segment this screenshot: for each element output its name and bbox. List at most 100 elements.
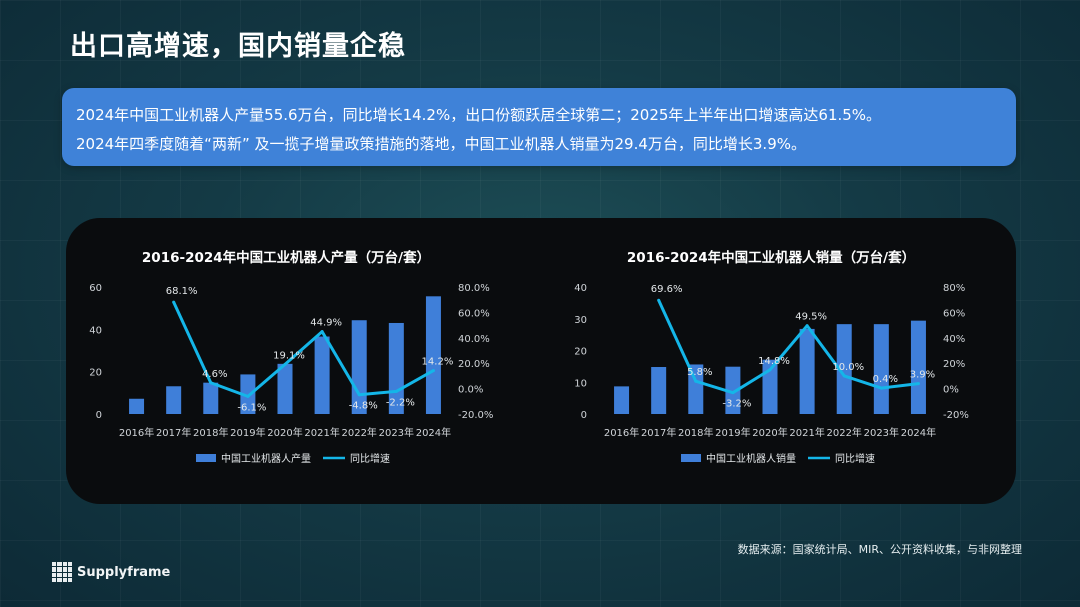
y-tick-label: 0 (581, 410, 587, 421)
line-point (694, 379, 698, 383)
bar (799, 328, 815, 414)
summary-box: 2024年中国工业机器人产量55.6万台，同比增长14.2%，出口份额跃居全球第… (62, 88, 1016, 166)
summary-line-2: 2024年四季度随着“两新” 及一揽子增量政策措施的落地，中国工业机器人销量为2… (76, 135, 806, 153)
x-tick-label: 2018年 (678, 426, 713, 439)
line-point (320, 330, 324, 334)
growth-line (657, 299, 919, 395)
logo-grid-icon (52, 562, 72, 582)
line-point (283, 362, 287, 366)
data-label: 44.9% (310, 318, 342, 329)
legend-bar-swatch (196, 454, 216, 462)
data-label: 4.6% (202, 369, 227, 380)
bar (688, 364, 704, 414)
data-label: 14.8% (758, 356, 790, 367)
y-tick-label: 10 (574, 378, 587, 389)
summary-line-1: 2024年中国工业机器人产量55.6万台，同比增长14.2%，出口份额跃居全球第… (76, 106, 882, 124)
bar (166, 386, 182, 414)
data-label: 68.1% (166, 286, 198, 297)
line-point (657, 298, 661, 302)
legend-line-label: 同比增速 (835, 452, 875, 465)
data-label: 69.6% (651, 284, 683, 295)
bar (836, 324, 852, 414)
y2-tick-label: 60% (943, 308, 965, 319)
x-tick-label: 2023年 (864, 426, 899, 439)
chart-title: 2016-2024年中国工业机器人销量（万台/套） (627, 249, 915, 266)
line-point (431, 369, 435, 373)
line-point (357, 393, 361, 397)
y-tick-label: 30 (574, 315, 587, 326)
logo-text: Supplyframe (77, 564, 171, 580)
x-tick-label: 2019年 (715, 426, 750, 439)
y2-tick-label: 20% (943, 359, 965, 370)
data-label: 3.9% (910, 370, 935, 381)
x-tick-label: 2018年 (193, 426, 228, 439)
bar (314, 336, 330, 414)
data-label: 5.8% (687, 367, 712, 378)
bar (873, 324, 889, 414)
data-label: 0.4% (873, 374, 898, 385)
y2-tick-label: 0.0% (458, 385, 483, 396)
x-tick-label: 2024年 (901, 426, 936, 439)
legend-bar-label: 中国工业机器人产量 (221, 452, 311, 465)
y2-tick-label: 40.0% (458, 334, 490, 345)
y2-tick-label: -20.0% (458, 410, 493, 421)
chart-title: 2016-2024年中国工业机器人产量（万台/套） (142, 249, 430, 266)
line-point (805, 324, 809, 328)
data-label: 19.1% (273, 350, 305, 361)
y-tick-label: 60 (89, 283, 102, 294)
supplyframe-logo: Supplyframe (52, 562, 170, 582)
data-source-note: 数据来源：国家统计局、MIR、公开资料收集，与非网整理 (737, 543, 1022, 556)
line-point (172, 300, 176, 304)
chart-panel (66, 218, 1016, 504)
y-tick-label: 20 (574, 347, 587, 358)
data-label: -4.8% (349, 401, 378, 412)
y-tick-label: 20 (89, 368, 102, 379)
data-label: -6.1% (237, 402, 266, 413)
bar (910, 320, 926, 414)
line-point (209, 381, 213, 385)
bar (240, 374, 256, 414)
y2-tick-label: -20% (943, 410, 969, 421)
x-tick-label: 2020年 (267, 426, 302, 439)
data-label: -3.2% (722, 399, 751, 410)
x-tick-label: 2024年 (416, 426, 451, 439)
y-tick-label: 0 (96, 410, 102, 421)
bar (129, 398, 145, 414)
y-tick-label: 40 (574, 283, 587, 294)
line-point (879, 386, 883, 390)
y2-tick-label: 60.0% (458, 308, 490, 319)
data-label: -2.2% (386, 397, 415, 408)
data-label: 49.5% (795, 312, 827, 323)
line-point (731, 391, 735, 395)
x-tick-label: 2017年 (156, 426, 191, 439)
x-tick-label: 2016年 (604, 426, 639, 439)
line-point (916, 382, 920, 386)
growth-line (172, 301, 435, 398)
y-tick-label: 40 (89, 325, 102, 336)
line-point (768, 368, 772, 372)
page-title: 出口高增速，国内销量企稳 (70, 31, 406, 62)
bar (725, 366, 741, 414)
legend-line-label: 同比增速 (350, 452, 390, 465)
data-label: 14.2% (422, 357, 454, 368)
x-tick-label: 2020年 (752, 426, 787, 439)
y2-tick-label: 40% (943, 334, 965, 345)
x-tick-label: 2022年 (826, 426, 861, 439)
line-point (842, 374, 846, 378)
x-tick-label: 2019年 (230, 426, 265, 439)
bar (425, 296, 441, 414)
y2-tick-label: 80% (943, 283, 965, 294)
data-label: 10.0% (832, 362, 864, 373)
bar (203, 382, 219, 414)
line-point (394, 389, 398, 393)
bar (277, 363, 293, 414)
y2-tick-label: 0% (943, 385, 959, 396)
y2-tick-label: 80.0% (458, 283, 490, 294)
legend-bar-label: 中国工业机器人销量 (706, 452, 796, 465)
bar (651, 367, 667, 414)
y2-tick-label: 20.0% (458, 359, 490, 370)
bar (614, 386, 630, 414)
x-tick-label: 2023年 (379, 426, 414, 439)
x-tick-label: 2022年 (341, 426, 376, 439)
legend-bar-swatch (681, 454, 701, 462)
